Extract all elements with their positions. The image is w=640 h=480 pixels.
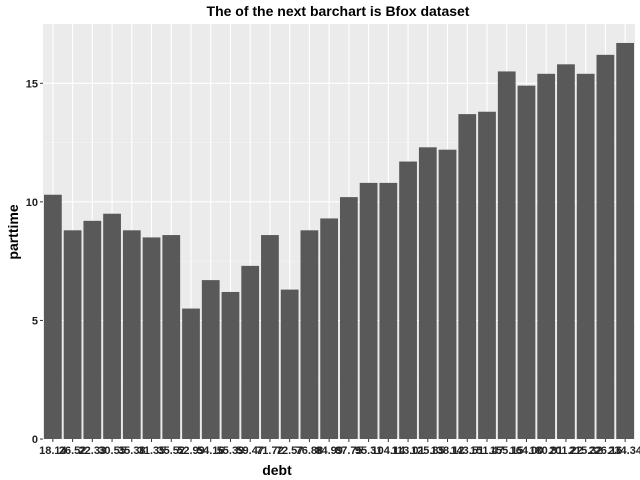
bar — [103, 213, 121, 439]
bar — [418, 147, 437, 440]
x-tick-label: 138.12 — [431, 445, 465, 457]
bar — [359, 182, 378, 439]
x-tick-label: 125.85 — [411, 445, 445, 457]
bar — [63, 230, 82, 439]
bar — [221, 291, 240, 439]
x-tick-label: 26.52 — [59, 445, 87, 457]
x-tick-label: 71.72 — [256, 445, 284, 457]
x-tick-label: 35.52 — [158, 445, 186, 457]
x-axis-label: debt — [262, 462, 292, 478]
bar — [241, 265, 260, 439]
bar — [339, 197, 358, 439]
x-tick-label: 151.47 — [470, 445, 504, 457]
x-tick-label: 72.57 — [276, 445, 304, 457]
x-tick-label: 95.31 — [355, 445, 383, 457]
bar — [320, 218, 339, 439]
bar — [399, 161, 417, 440]
bar — [596, 54, 615, 439]
x-tick-label: 113.01 — [392, 445, 425, 457]
x-tick-label: 54.16 — [197, 445, 225, 457]
bar — [478, 111, 496, 439]
y-tick-label: 0 — [32, 434, 38, 446]
x-tick-label: 30.55 — [98, 445, 126, 457]
x-tick-label: 87.75 — [335, 445, 363, 457]
x-tick-label: 143.51 — [450, 445, 484, 457]
x-tick-label: 55.39 — [217, 445, 245, 457]
x-tick-label: 52.99 — [177, 445, 205, 457]
bar — [182, 308, 200, 439]
bar — [43, 194, 62, 439]
bar — [122, 230, 141, 439]
y-axis: 0 5 10 15 — [26, 78, 43, 446]
x-tick-label: 226.16 — [589, 445, 623, 457]
bar — [280, 289, 299, 439]
bar — [379, 182, 398, 439]
x-tick-label: 59.47 — [236, 445, 264, 457]
bar — [300, 230, 319, 439]
bar — [458, 114, 477, 439]
chart-title: The of the next barchart is Bfox dataset — [207, 3, 470, 19]
bar — [201, 280, 220, 439]
x-tick-label: 155.15 — [490, 445, 524, 457]
x-tick-label: 201.22 — [549, 445, 583, 457]
bar — [142, 237, 161, 439]
bar — [438, 149, 457, 439]
bar — [557, 64, 575, 440]
x-tick-label: 76.88 — [296, 445, 324, 457]
y-axis-label: parttime — [5, 204, 21, 259]
bar — [616, 42, 635, 439]
x-tick-label: 18.14 — [39, 445, 67, 457]
y-tick-label: 10 — [26, 197, 38, 209]
plot-panel — [43, 24, 635, 439]
bar — [537, 73, 556, 440]
x-tick-label: 234.34 — [608, 445, 640, 457]
x-tick-label: 22.33 — [79, 445, 107, 457]
y-tick-label: 15 — [26, 78, 38, 90]
x-tick-label: 215.32 — [569, 445, 603, 457]
bar — [517, 85, 536, 440]
x-tick-label: 180.81 — [529, 445, 563, 457]
bar — [162, 235, 181, 439]
bar — [497, 71, 516, 439]
bars — [43, 42, 635, 440]
bar — [83, 220, 102, 439]
x-tick-label: 104.14 — [372, 445, 407, 457]
x-tick-label: 35.38 — [118, 445, 146, 457]
bar — [576, 73, 595, 440]
bar — [261, 235, 279, 439]
x-tick-label: 164.00 — [510, 445, 544, 457]
y-tick-label: 5 — [32, 315, 38, 327]
x-axis: 18.1426.5222.3330.5535.3831.3535.5252.99… — [39, 439, 640, 457]
x-tick-label: 31.35 — [138, 445, 166, 457]
x-tick-label: 84.99 — [315, 445, 343, 457]
